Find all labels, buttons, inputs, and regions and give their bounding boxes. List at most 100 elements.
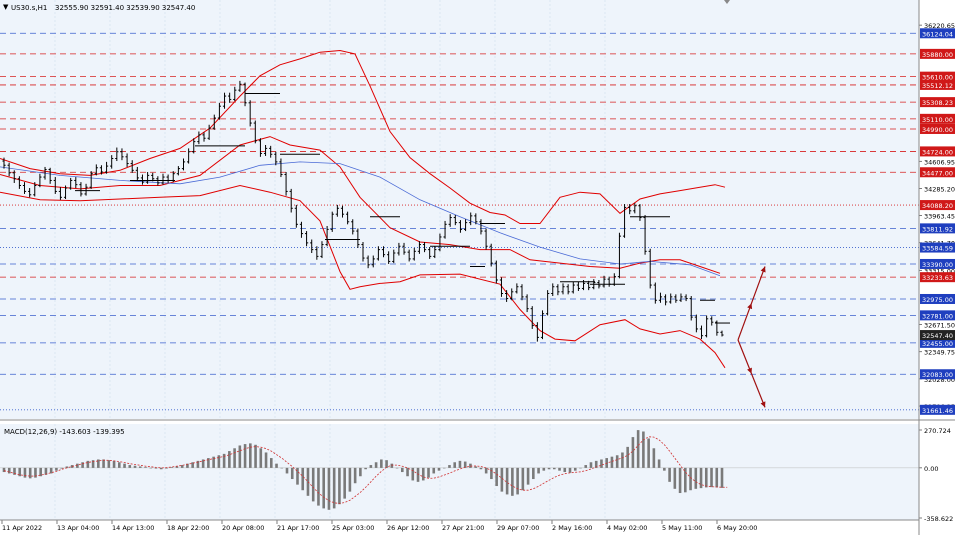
macd-histogram-bar (600, 459, 603, 468)
price-tag (920, 337, 955, 348)
macd-histogram-bar (322, 467, 325, 509)
macd-histogram-bar (34, 467, 37, 478)
macd-histogram-bar (49, 467, 53, 474)
y-tick-label: 34606.95 (924, 158, 955, 166)
macd-histogram-bar (589, 462, 593, 468)
price-tag-label: 35880.00 (922, 51, 953, 59)
price-tag-label: 34477.00 (922, 169, 953, 177)
price-tag-label: 35610.00 (922, 74, 953, 82)
x-tick-label: 14 Apr 13:00 (112, 524, 154, 532)
macd-histogram-bar (715, 467, 719, 488)
price-tag-label: 34990.00 (922, 126, 953, 134)
x-tick-label: 11 Apr 2022 (2, 524, 42, 532)
macd-histogram-bar (694, 467, 698, 489)
macd-histogram-bar (442, 467, 446, 469)
price-tag-label: 32083.00 (922, 371, 953, 379)
macd-histogram-bar (421, 467, 425, 481)
x-tick-label: 2 May 16:00 (552, 524, 592, 532)
macd-histogram-bar (359, 467, 362, 477)
macd-histogram-bar (453, 462, 457, 468)
macd-histogram-bar (102, 459, 105, 468)
macd-histogram-bar (432, 467, 436, 474)
macd-histogram-bar (285, 467, 289, 474)
x-tick-label: 21 Apr 17:00 (277, 524, 319, 532)
macd-histogram-bar (547, 467, 551, 470)
projection-arrows (737, 266, 766, 408)
macd-histogram-bar (254, 444, 257, 468)
arrow-head-mid (747, 303, 753, 310)
macd-histogram-bar (259, 448, 263, 468)
price-tag-label: 35308.23 (922, 99, 953, 107)
macd-histogram-bar (390, 463, 394, 468)
macd-histogram-bar (28, 467, 32, 479)
macd-histogram-bar (710, 467, 713, 488)
x-tick-label: 5 May 11:00 (662, 524, 702, 532)
macd-histogram-bar (401, 467, 404, 473)
macd-histogram-bar (233, 448, 236, 468)
macd-histogram-bar (311, 467, 315, 502)
macd-histogram-bar (521, 467, 525, 491)
macd-histogram-bar (280, 467, 284, 469)
price-tag (920, 242, 955, 253)
macd-histogram-bar (484, 467, 488, 474)
price-tag-label: 33390.00 (922, 261, 953, 269)
macd-histogram-bar (128, 465, 132, 468)
macd-histogram-bar (636, 430, 640, 468)
macd-histogram-bar (704, 467, 708, 488)
macd-histogram-bar (123, 463, 126, 468)
chart-ohlc-label: 32555.90 32591.40 32539.90 32547.40 (55, 4, 195, 12)
macd-histogram-bar (364, 467, 367, 470)
x-tick-label: 20 Apr 08:00 (222, 524, 264, 532)
macd-histogram-bar (138, 466, 142, 468)
macd-histogram-bar (306, 467, 310, 496)
price-tag (920, 223, 955, 234)
macd-histogram-bar (165, 467, 168, 469)
macd-tick-label: 0.00 (924, 465, 938, 473)
macd-histogram-bar (563, 467, 567, 473)
macd-histogram-bar (437, 467, 441, 471)
macd-panel: 270.724 0.00 -358.622 (0, 427, 953, 523)
chart-shift-marker[interactable] (724, 0, 730, 4)
macd-histogram-bar (343, 467, 346, 499)
macd-histogram-bar (228, 451, 231, 468)
macd-histogram-bar (511, 467, 514, 496)
chart-symbol-label: US30.s,H1 (11, 4, 47, 12)
macd-histogram-bar (552, 467, 556, 470)
price-tag (920, 79, 955, 90)
macd-histogram-bar (689, 467, 692, 491)
macd-histogram-bar (13, 467, 16, 475)
macd-histogram-bar (678, 467, 682, 494)
macd-histogram-bar (175, 466, 179, 468)
price-tag-label: 34724.00 (922, 148, 953, 156)
macd-histogram-bar (500, 467, 504, 492)
macd-histogram-bar (60, 467, 63, 469)
price-tag-label: 31661.46 (922, 407, 953, 415)
arrow-head (760, 401, 766, 408)
macd-histogram-bar (463, 461, 467, 468)
current-price-tag (920, 330, 955, 341)
bollinger-upper (0, 49, 726, 224)
macd-histogram-bar (395, 467, 399, 469)
price-tag (920, 146, 955, 157)
macd-histogram-bar (416, 467, 420, 482)
macd-histogram-bar (594, 460, 598, 468)
macd-histogram-bar (615, 455, 619, 468)
price-tag-label: 33584.59 (922, 245, 953, 253)
macd-histogram-bar (699, 467, 703, 489)
price-tag (920, 369, 955, 380)
price-tag-label: 33233.63 (922, 274, 953, 282)
macd-histogram-bar (296, 467, 299, 485)
macd-histogram-bar (406, 467, 409, 477)
macd-histogram-bar (112, 460, 116, 468)
macd-histogram-bar (117, 462, 121, 468)
macd-histogram-bar (558, 467, 561, 471)
level-lines (0, 32, 919, 411)
macd-histogram-bar (301, 467, 305, 491)
macd-histogram-bar (186, 463, 189, 468)
macd-histogram-bar (380, 459, 383, 468)
macd-histogram-bar (149, 467, 153, 469)
macd-histogram-bar (170, 467, 174, 468)
macd-histogram-bar (91, 460, 95, 468)
moving-average (0, 161, 721, 277)
